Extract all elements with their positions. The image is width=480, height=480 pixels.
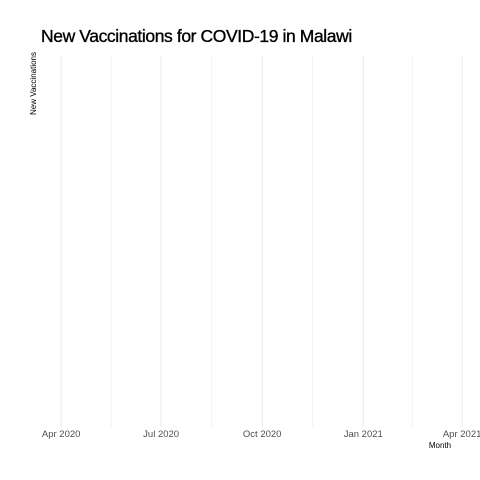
x-tick-label: Jul 2020 xyxy=(143,429,179,440)
x-axis-ticks: Apr 2020 Jul 2020 Oct 2020 Jan 2021 Apr 2021 xyxy=(42,429,480,440)
x-tick-label: Apr 2020 xyxy=(42,429,81,440)
y-axis-title: New Vaccinations xyxy=(29,52,38,115)
x-tick-label: Oct 2020 xyxy=(243,429,282,440)
x-tick-label: Apr 2021 xyxy=(443,429,480,440)
x-tick-label: Jan 2021 xyxy=(344,429,383,440)
chart-title: New Vaccinations for COVID-19 in Malawi xyxy=(41,26,353,46)
x-axis-title: Month xyxy=(429,441,451,450)
gridlines xyxy=(60,56,463,427)
